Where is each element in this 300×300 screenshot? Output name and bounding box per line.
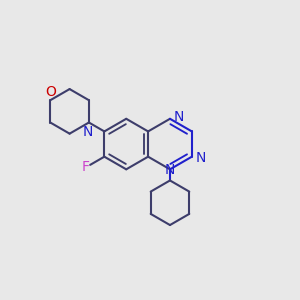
- Text: O: O: [45, 85, 56, 99]
- Text: N: N: [82, 125, 93, 139]
- Text: N: N: [165, 164, 175, 178]
- Text: F: F: [82, 160, 90, 174]
- Text: N: N: [173, 110, 184, 124]
- Text: N: N: [195, 152, 206, 166]
